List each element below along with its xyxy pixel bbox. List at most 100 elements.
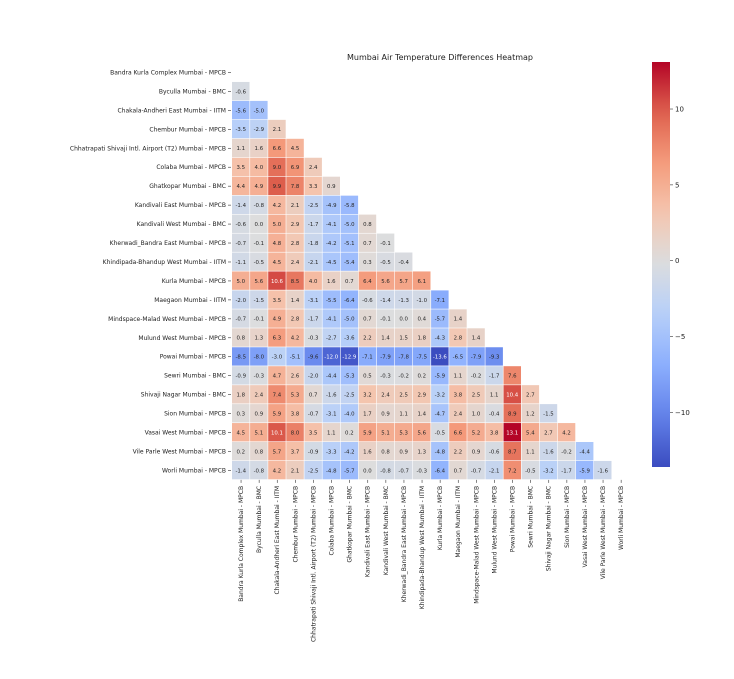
cell-value-label: 4.5 xyxy=(273,260,282,266)
cell-value-label: -0.3 xyxy=(380,374,391,380)
cell-value-label: -3.2 xyxy=(435,393,446,399)
heatmap-cell xyxy=(286,176,304,196)
cell-value-label: 2.4 xyxy=(291,260,300,266)
heatmap-cell xyxy=(340,347,359,366)
cell-value-label: 2.8 xyxy=(291,241,300,247)
cell-value-label: 3.7 xyxy=(291,449,300,455)
cell-value-label: -3.6 xyxy=(344,336,355,342)
x-tick-label: Sewri Mumbai - BMC xyxy=(528,486,535,548)
heatmap-cell xyxy=(322,176,340,196)
cell-value-label: 4.2 xyxy=(291,336,300,342)
y-tick-label: Maegaon Mumbai - IITM xyxy=(154,297,226,304)
cell-value-label: 10.4 xyxy=(506,393,519,399)
cell-value-label: 2.4 xyxy=(454,411,463,417)
cell-value-label: 0.8 xyxy=(381,449,390,455)
cell-value-label: 2.1 xyxy=(291,203,300,209)
heatmap-cell xyxy=(268,119,286,139)
x-tick-label: Mindspace-Malad West Mumbai - MPCB xyxy=(473,486,480,604)
heatmap-cell xyxy=(250,385,268,404)
heatmap-cell xyxy=(503,366,521,385)
y-tick-label: Khindipada-Bhandup West Mumbai - IITM xyxy=(103,259,226,266)
cell-value-label: -12.9 xyxy=(342,355,357,361)
cell-value-label: -0.6 xyxy=(489,449,500,455)
cell-value-label: 8.0 xyxy=(291,430,300,436)
cell-value-label: 4.2 xyxy=(273,468,282,474)
cell-value-label: -5.8 xyxy=(344,203,355,209)
heatmap-cell xyxy=(322,214,340,233)
cell-value-label: 6.3 xyxy=(273,336,282,342)
cell-value-label: 6.6 xyxy=(273,146,282,152)
heatmap-cell xyxy=(467,385,485,404)
heatmap-cell xyxy=(449,460,467,480)
x-tick-label: Chembur Mumbai - MPCB xyxy=(292,486,299,563)
x-axis-labels: Bandra Kurla Complex Mumbai - MPCB Bycull… xyxy=(238,479,625,642)
cell-value-label: -0.1 xyxy=(380,241,391,247)
cell-value-label: 0.0 xyxy=(255,222,264,228)
cell-value-label: 5.0 xyxy=(236,279,245,285)
heatmap-cell xyxy=(232,404,250,423)
heatmap-cell xyxy=(268,176,286,196)
cell-value-label: -5.9 xyxy=(579,468,590,474)
cell-value-label: 5.6 xyxy=(255,279,264,285)
heatmap-cell xyxy=(358,290,377,309)
heatmap-cell xyxy=(485,404,503,423)
cell-value-label: 5.6 xyxy=(417,430,426,436)
cell-value-label: -0.8 xyxy=(254,203,265,209)
cell-value-label: -2.1 xyxy=(308,260,319,266)
cell-value-label: -4.0 xyxy=(344,411,355,417)
cell-value-label: -4.4 xyxy=(579,449,590,455)
heatmap-cell xyxy=(394,347,413,366)
cell-value-label: 13.1 xyxy=(506,430,518,436)
heatmap-cell xyxy=(485,442,503,461)
heatmap-cell xyxy=(431,460,449,480)
heatmap-cell xyxy=(304,460,322,480)
colorbar: 10 5 0 −5 −10 xyxy=(652,62,690,467)
y-tick-label: Ghatkopar Mumbai - BMC xyxy=(149,183,226,190)
heatmap-cell xyxy=(322,328,340,347)
y-tick-label: Mulund West Mumbai - MPCB xyxy=(138,335,226,342)
heatmap-cell xyxy=(304,404,322,423)
heatmap-cell xyxy=(304,385,322,404)
heatmap-cell xyxy=(431,366,449,385)
cell-value-label: 5.6 xyxy=(381,279,390,285)
heatmap-cell xyxy=(340,271,359,290)
cell-value-label: 2.8 xyxy=(291,317,300,323)
cell-value-label: 8.7 xyxy=(508,449,517,455)
heatmap-cell xyxy=(376,460,395,480)
cell-value-label: -13.6 xyxy=(433,355,448,361)
heatmap-cell xyxy=(358,460,377,480)
cell-value-label: 4.5 xyxy=(236,430,245,436)
cell-value-label: 5.2 xyxy=(472,430,481,436)
heatmap-cell xyxy=(250,347,268,366)
heatmap-cell xyxy=(286,195,304,214)
heatmap-cells: -0.6 -5.6 -5.0 -3.5 -2.9 2.1 1.1 1.6 6.6 4.5 3.5 4.… xyxy=(232,81,612,480)
heatmap-cell xyxy=(413,460,431,480)
cell-value-label: 0.9 xyxy=(327,184,336,190)
heatmap-cell xyxy=(376,290,395,309)
cell-value-label: 4.9 xyxy=(255,184,264,190)
cell-value-label: -6.4 xyxy=(344,298,355,304)
cell-value-label: -2.7 xyxy=(326,336,337,342)
cell-value-label: 1.1 xyxy=(526,449,535,455)
heatmap-cell xyxy=(413,271,431,290)
cell-value-label: -0.2 xyxy=(471,374,482,380)
cell-value-label: 0.7 xyxy=(345,279,354,285)
heatmap-cell xyxy=(268,385,286,404)
heatmap-cell xyxy=(322,347,340,366)
heatmap-cell xyxy=(250,233,268,252)
heatmap-cell xyxy=(250,271,268,290)
heatmap-cell xyxy=(304,176,322,196)
cell-value-label: -0.2 xyxy=(561,449,572,455)
heatmap-cell xyxy=(232,328,250,347)
cell-value-label: 3.5 xyxy=(309,430,318,436)
y-tick-label: Kherwadi_Bandra East Mumbai - MPCB xyxy=(110,240,226,247)
heatmap-cell xyxy=(413,404,431,423)
cell-value-label: 1.1 xyxy=(236,146,245,152)
cell-value-label: -0.6 xyxy=(235,89,246,95)
heatmap-cell xyxy=(394,423,413,442)
heatmap-cell xyxy=(413,290,431,309)
cell-value-label: 5.3 xyxy=(291,393,300,399)
cell-value-label: 0.0 xyxy=(399,317,408,323)
heatmap-cell xyxy=(340,214,359,233)
